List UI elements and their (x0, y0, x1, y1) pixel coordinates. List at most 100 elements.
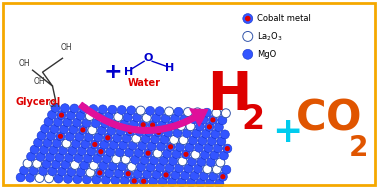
Circle shape (223, 144, 232, 153)
Circle shape (101, 119, 110, 128)
Circle shape (95, 112, 104, 121)
Circle shape (59, 134, 62, 138)
Circle shape (184, 164, 193, 173)
Circle shape (35, 174, 44, 182)
Text: Water: Water (128, 78, 161, 88)
Circle shape (161, 114, 170, 123)
Circle shape (149, 177, 158, 186)
Circle shape (198, 136, 207, 145)
Circle shape (218, 172, 227, 181)
Circle shape (98, 171, 102, 175)
Circle shape (181, 150, 191, 159)
Circle shape (142, 113, 151, 122)
Circle shape (133, 113, 142, 122)
Circle shape (73, 118, 81, 127)
Circle shape (53, 139, 62, 148)
Circle shape (192, 129, 201, 138)
Circle shape (63, 118, 72, 127)
Circle shape (158, 121, 167, 130)
Circle shape (104, 112, 113, 121)
Circle shape (205, 122, 214, 131)
Circle shape (156, 163, 164, 172)
Circle shape (212, 165, 222, 174)
Circle shape (162, 171, 170, 179)
Circle shape (124, 169, 133, 178)
Circle shape (89, 161, 98, 170)
Circle shape (34, 138, 43, 147)
Circle shape (26, 152, 36, 161)
Circle shape (85, 111, 94, 121)
Circle shape (199, 115, 208, 124)
Circle shape (163, 149, 172, 158)
Circle shape (203, 108, 211, 117)
Circle shape (203, 165, 212, 174)
Circle shape (153, 149, 162, 158)
Circle shape (96, 147, 105, 156)
Text: La$_2$O$_3$: La$_2$O$_3$ (257, 30, 283, 43)
Circle shape (40, 124, 50, 133)
Circle shape (82, 118, 91, 127)
Circle shape (146, 151, 150, 155)
Circle shape (20, 166, 29, 175)
Circle shape (215, 179, 224, 188)
Circle shape (57, 167, 67, 176)
Circle shape (167, 178, 177, 187)
Circle shape (120, 120, 129, 129)
Circle shape (79, 104, 88, 113)
Circle shape (205, 179, 214, 188)
Circle shape (200, 150, 209, 159)
Circle shape (69, 125, 78, 134)
Circle shape (102, 155, 111, 163)
Text: +: + (104, 62, 122, 82)
Circle shape (98, 114, 101, 118)
Circle shape (76, 168, 85, 177)
Circle shape (127, 162, 136, 171)
Circle shape (152, 114, 161, 123)
Circle shape (122, 134, 131, 143)
Circle shape (29, 166, 38, 175)
Text: O: O (144, 53, 153, 63)
Circle shape (89, 105, 98, 114)
Circle shape (48, 167, 57, 176)
Circle shape (33, 159, 42, 168)
Circle shape (120, 176, 129, 185)
Circle shape (64, 174, 73, 183)
Circle shape (126, 127, 135, 136)
Text: MgO: MgO (257, 50, 276, 59)
Circle shape (111, 176, 120, 185)
Circle shape (81, 128, 85, 132)
Circle shape (170, 135, 178, 144)
Circle shape (181, 171, 189, 180)
Circle shape (141, 134, 150, 143)
Circle shape (26, 173, 34, 182)
Circle shape (56, 132, 65, 141)
Circle shape (167, 121, 176, 130)
Text: +: + (273, 115, 303, 149)
Circle shape (243, 31, 253, 41)
Circle shape (46, 132, 56, 140)
Circle shape (51, 103, 60, 112)
Circle shape (139, 120, 148, 129)
Circle shape (136, 106, 145, 115)
Circle shape (114, 112, 123, 121)
Circle shape (190, 171, 199, 180)
Circle shape (170, 114, 180, 123)
Circle shape (214, 144, 222, 153)
Circle shape (169, 145, 172, 149)
Circle shape (133, 170, 142, 178)
Circle shape (128, 141, 137, 150)
Circle shape (67, 168, 76, 176)
Circle shape (132, 179, 136, 183)
Circle shape (171, 171, 180, 180)
Circle shape (93, 143, 97, 146)
Circle shape (109, 141, 118, 149)
Circle shape (206, 158, 215, 167)
Text: Cobalt metal: Cobalt metal (257, 14, 311, 23)
Circle shape (105, 169, 114, 178)
Circle shape (175, 143, 184, 152)
Circle shape (107, 126, 116, 135)
Circle shape (137, 163, 146, 171)
Circle shape (45, 174, 54, 183)
Circle shape (151, 135, 160, 144)
Circle shape (154, 128, 163, 137)
